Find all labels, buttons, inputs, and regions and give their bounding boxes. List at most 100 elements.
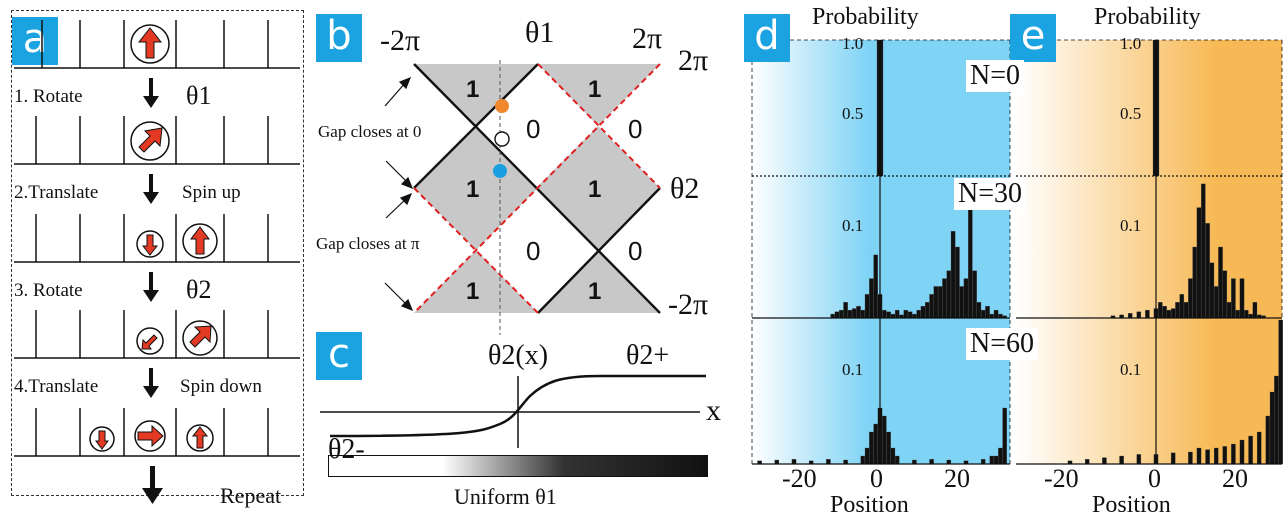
- step-3-angle: θ2: [186, 275, 212, 304]
- spin-coin-5a: [89, 426, 115, 452]
- e-tick-0-5: 0.5: [1120, 104, 1142, 123]
- bar-e-N60-x12: [1205, 449, 1210, 465]
- bar-d-N30-x-6: [851, 308, 857, 319]
- bar-d-N60-x1: [882, 415, 887, 465]
- region-0-low-right: 0: [628, 236, 643, 266]
- bar-e-N60-x4: [1170, 452, 1176, 465]
- c-theta-minus: θ2-: [328, 434, 365, 465]
- bar-d-N30-x-7: [847, 309, 853, 319]
- bar-d-N30-x7: [907, 311, 913, 319]
- bar-d-N30-x13: [933, 286, 939, 319]
- bar-d-N30-x-4: [860, 309, 866, 319]
- bar-e-N60-x10: [1196, 447, 1202, 465]
- bar-d-N30-x-9: [839, 309, 844, 319]
- bar-d-N30-x1: [882, 309, 887, 319]
- bar-d-N30-x21: [968, 191, 973, 319]
- bar-e-N60-x-4: [1136, 454, 1142, 465]
- d-xlabel: Position: [830, 492, 909, 518]
- n-label-0: N=0: [966, 60, 1025, 92]
- c-theta-x: θ2(x): [488, 340, 549, 371]
- e-ylabel: Probability: [1094, 4, 1201, 30]
- bar-d-N60-x29: [1002, 407, 1007, 465]
- bar-e-N30-x8: [1188, 278, 1193, 319]
- bar-d-N30-x24: [980, 309, 986, 319]
- spin-coin-4b: [182, 320, 218, 356]
- b-top-mid: θ1: [525, 16, 555, 49]
- gap-closes-0: Gap closes at 0: [318, 122, 422, 141]
- bar-d-N30-x-1: [873, 254, 878, 319]
- region-0-low-left: 0: [526, 236, 541, 266]
- spin-coin-3b: [182, 223, 218, 259]
- bar-d-N60-x-12: [826, 459, 831, 465]
- step-2-label: 2.Translate: [14, 182, 99, 203]
- bar-d-N30-x4: [894, 309, 900, 319]
- panel-a-badge: a: [12, 17, 58, 65]
- region-1-bottom-left: 1: [466, 278, 480, 305]
- bar-d-N30-x-2: [869, 278, 874, 319]
- uniform-gradient-bar: [328, 455, 708, 477]
- bar-e-N60-x28: [1274, 375, 1279, 465]
- bar-d-N60-x12: [929, 459, 934, 465]
- spin-coin-1: [130, 24, 170, 64]
- bar-e-N60-x18: [1231, 443, 1236, 465]
- region-1-top-left: 1: [466, 76, 480, 103]
- region-1-top-right: 1: [588, 76, 602, 103]
- bar-d-N30-x19: [959, 286, 964, 319]
- bar-d-N60-x3: [890, 447, 896, 465]
- c-uniform-label: Uniform θ1: [454, 484, 557, 509]
- b-top-right: 2π: [632, 22, 663, 55]
- panel-b-badge: b: [316, 14, 362, 62]
- spin-coin-2: [130, 121, 170, 161]
- d-xtick-20: 20: [944, 464, 970, 493]
- bar-e-N30-x11: [1201, 183, 1206, 319]
- bar-d-N30-x-3: [864, 294, 870, 319]
- bar-d-N60-x24: [980, 459, 986, 465]
- e-xlabel: Position: [1092, 492, 1171, 518]
- bar-d-N30-x16: [946, 270, 952, 319]
- gap-closes-pi: Gap closes at π: [316, 234, 420, 253]
- bar-e-N60-x-8: [1119, 455, 1124, 465]
- bar-e-N30-x14: [1213, 286, 1219, 319]
- bar-d-N30-x-8: [843, 302, 848, 319]
- bar-e-N30-x-6: [1127, 313, 1133, 319]
- e-xtick-0: 0: [1148, 464, 1161, 493]
- bar-d-N30-x25: [985, 306, 990, 319]
- bar-d-N30-x20: [963, 278, 969, 319]
- e-xtick-20: 20: [1222, 464, 1248, 493]
- bar-e-N60-x22: [1248, 435, 1253, 465]
- bar-e-N30-x6: [1179, 294, 1185, 319]
- b-top-left: -2π: [380, 24, 421, 57]
- bar-e-N30-x23: [1252, 302, 1258, 319]
- bar-d-N30-x12: [929, 294, 934, 319]
- d-tick-1-0: 1.0: [842, 34, 864, 53]
- bar-e-N30-x9: [1192, 246, 1197, 319]
- bar-e-N60-x27: [1269, 391, 1275, 465]
- d-tick-0-1-mid: 0.1: [842, 216, 864, 235]
- spin-coin-3a: [136, 230, 164, 258]
- bar-e-N30-x-4: [1136, 311, 1142, 319]
- bar-d-N60-x27: [993, 455, 999, 465]
- bar-d-N60-x-3: [864, 447, 870, 465]
- bar-e-N30-x3: [1166, 309, 1172, 319]
- e-tick-0-1-mid: 0.1: [1120, 216, 1142, 235]
- bar-e-N60-x20: [1239, 439, 1245, 465]
- b-right-mid: θ2: [670, 172, 700, 205]
- bar-e-N30-x-2: [1145, 309, 1150, 319]
- b-right-bottom: -2π: [668, 288, 709, 321]
- bar-d-N30-x14: [937, 286, 943, 319]
- step-1-angle: θ1: [186, 81, 212, 110]
- bar-d-N30-x17: [950, 231, 956, 319]
- step-4-label: 4.Translate: [14, 376, 99, 397]
- bar-e-N60-x-16: [1084, 459, 1090, 465]
- bar-e-N60-x26: [1265, 415, 1271, 465]
- step-3-label: 3. Rotate: [14, 280, 83, 301]
- bar-d-N30-x15: [942, 278, 947, 319]
- bar-e-N30-x20: [1239, 278, 1245, 319]
- step-2-note: Spin up: [182, 182, 241, 203]
- bar-e-N60-x-12: [1102, 457, 1107, 465]
- phase-diagram: [384, 60, 661, 335]
- bar-d-N60-x-4: [860, 455, 866, 465]
- e-tick-0-1-low: 0.1: [1120, 360, 1142, 379]
- d-xtick-0: 0: [870, 464, 883, 493]
- bar-d-N30-x10: [920, 306, 926, 319]
